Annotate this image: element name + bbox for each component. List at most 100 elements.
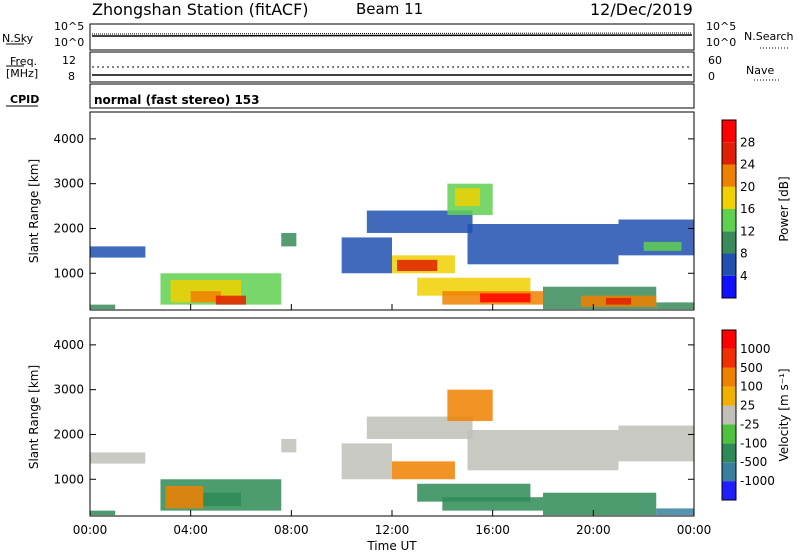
colorbar-label: Velocity [m s⁻¹] [777, 368, 791, 461]
freq-tick-top: 12 [62, 54, 76, 67]
colorbar-segment [722, 386, 736, 406]
colorbar-segment [722, 231, 736, 254]
x-tick-label: 12:00 [375, 523, 410, 537]
colorbar-tick-label: 16 [740, 202, 755, 216]
y-axis-label: Slant Range [km] [27, 159, 41, 263]
velocity-region-5 [281, 438, 297, 453]
beam-label: Beam 11 [356, 0, 424, 18]
y-tick-label: 4000 [53, 132, 84, 146]
x-tick-label: 20:00 [576, 523, 611, 537]
power-region-5 [215, 295, 247, 305]
power-heatmap-panel: 1000 2000 3000 4000 Slant Range [km] 4 8 12 16 20… [27, 111, 791, 311]
nsky-panel [6, 23, 790, 51]
colorbar-label: Power [dB] [777, 176, 791, 241]
freq-label: Freq. [10, 55, 38, 68]
x-axis-label: Time UT [366, 539, 417, 553]
y-tick-label: 2000 [53, 427, 84, 441]
y-tick-label: 2000 [53, 221, 84, 235]
x-tick-label: 16:00 [475, 523, 510, 537]
power-region-8 [366, 210, 473, 233]
power-region-6 [281, 232, 297, 247]
nsearch-label: N.Search [744, 30, 794, 43]
colorbar-segment [722, 443, 736, 463]
power-region-16 [467, 223, 619, 265]
x-tick-label: 08:00 [274, 523, 309, 537]
colorbar-segment [722, 142, 736, 165]
colorbar-segment [722, 253, 736, 276]
nsky-trace [91, 34, 693, 37]
y-tick-label: 1000 [53, 266, 84, 280]
nave-tick-top: 60 [708, 54, 722, 67]
colorbar-tick-label: 1000 [740, 342, 771, 356]
colorbar-segment [722, 120, 736, 143]
velocity-heatmap-panel: 1000 2000 3000 4000 00:00 04:00 08:00 12:00 16:0… [27, 317, 791, 553]
nsky-tick-top: 10^5 [54, 20, 85, 33]
colorbar-segment [722, 367, 736, 387]
velocity-region-8 [392, 461, 455, 480]
nave-tick-bottom: 0 [708, 70, 715, 83]
colorbar-tick-label: 8 [740, 247, 748, 261]
velocity-region-14 [618, 425, 694, 462]
colorbar-tick-label: 28 [740, 135, 755, 149]
colorbar-tick-label: 24 [740, 158, 755, 172]
x-tick-label: 00:00 [73, 523, 108, 537]
colorbar-tick-label: 100 [740, 380, 763, 394]
nsky-tick-bottom: 10^0 [54, 36, 85, 49]
velocity-region-6 [341, 443, 392, 480]
station-title: Zhongshan Station (fitACF) [92, 0, 309, 19]
power-region-22 [656, 302, 694, 310]
cpid-text: normal (fast stereo) 153 [94, 93, 260, 107]
colorbar-segment [722, 209, 736, 232]
colorbar-segment [722, 275, 736, 298]
velocity-region-11 [447, 389, 493, 422]
velocity-region-10 [442, 497, 543, 511]
colorbar-segment [722, 348, 736, 368]
velocity-region-12 [467, 429, 619, 471]
freq-tick-bottom: 8 [68, 70, 75, 83]
velocity-region-4 [203, 492, 241, 507]
velocity-region-7 [366, 416, 473, 439]
colorbar-tick-label: -25 [740, 417, 760, 431]
y-tick-label: 1000 [53, 472, 84, 486]
colorbar-segment [722, 164, 736, 187]
colorbar-tick-label: 12 [740, 224, 755, 238]
nsky-label: N.Sky [2, 32, 34, 45]
colorbar-tick-label: -1000 [740, 474, 775, 488]
power-region-13 [480, 293, 531, 303]
nsearch-tick-top: 10^5 [706, 20, 737, 33]
freq-unit-label: [MHz] [6, 67, 39, 80]
colorbar-tick-label: 20 [740, 180, 755, 194]
power-region-7 [341, 237, 392, 274]
power-region-4 [190, 291, 221, 303]
velocity-region-15 [656, 508, 694, 516]
power-region-15 [454, 188, 481, 207]
colorbar-segment [722, 462, 736, 482]
colorbar-tick-label: 500 [740, 361, 763, 375]
power-region-21 [643, 241, 682, 251]
nave-label: Nave [746, 64, 775, 77]
velocity-region-3 [165, 485, 204, 509]
colorbar-segment [722, 405, 736, 425]
freq-panel [6, 51, 780, 83]
x-tick-label: 00:00 [677, 523, 712, 537]
nsearch-trace [91, 32, 693, 35]
colorbar-segment [722, 186, 736, 209]
colorbar-segment [722, 481, 736, 500]
colorbar-segment [722, 424, 736, 444]
x-tick-label: 04:00 [173, 523, 208, 537]
velocity-region-0 [90, 452, 146, 464]
velocity-region-1 [90, 510, 116, 516]
nsearch-tick-bottom: 10^0 [706, 36, 737, 49]
colorbar-frame [721, 329, 737, 501]
power-region-0 [90, 246, 146, 258]
y-axis-label: Slant Range [km] [27, 365, 41, 469]
power-region-19 [605, 297, 632, 305]
date-label: 12/Dec/2019 [590, 0, 693, 19]
cpid-panel [89, 83, 695, 109]
colorbar-frame [721, 119, 737, 299]
colorbar-tick-label: 25 [740, 399, 755, 413]
y-tick-label: 4000 [53, 338, 84, 352]
colorbar-tick-label: 4 [740, 269, 748, 283]
y-tick-label: 3000 [53, 177, 84, 191]
